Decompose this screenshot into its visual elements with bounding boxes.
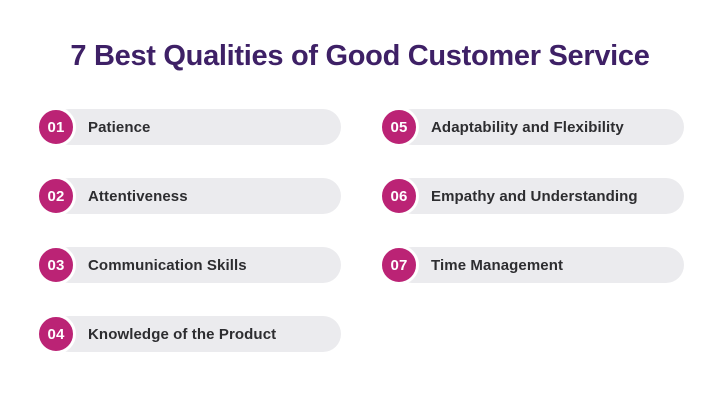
quality-pill: Communication Skills bbox=[51, 247, 341, 283]
quality-pill: Time Management bbox=[394, 247, 684, 283]
list-item: 05 Adaptability and Flexibility bbox=[379, 107, 684, 147]
list-item: 07 Time Management bbox=[379, 245, 684, 285]
quality-pill: Attentiveness bbox=[51, 178, 341, 214]
number-badge: 07 bbox=[379, 245, 419, 285]
list-item: 04 Knowledge of the Product bbox=[36, 314, 341, 354]
page-title: 7 Best Qualities of Good Customer Servic… bbox=[70, 40, 650, 72]
quality-label: Knowledge of the Product bbox=[88, 325, 277, 343]
quality-label: Attentiveness bbox=[88, 187, 188, 205]
qualities-list: 01 Patience 02 Attentiveness 03 Communic… bbox=[0, 107, 720, 354]
badge-number: 05 bbox=[390, 118, 408, 136]
list-item: 01 Patience bbox=[36, 107, 341, 147]
list-item: 02 Attentiveness bbox=[36, 176, 341, 216]
number-badge: 01 bbox=[36, 107, 76, 147]
badge-number: 04 bbox=[47, 325, 65, 343]
badge-number: 07 bbox=[390, 256, 408, 274]
quality-label: Time Management bbox=[431, 256, 564, 274]
quality-label: Adaptability and Flexibility bbox=[431, 118, 624, 136]
quality-pill: Adaptability and Flexibility bbox=[394, 109, 684, 145]
quality-pill: Empathy and Understanding bbox=[394, 178, 684, 214]
quality-label: Communication Skills bbox=[88, 256, 247, 274]
list-item: 03 Communication Skills bbox=[36, 245, 341, 285]
badge-number: 02 bbox=[47, 187, 65, 205]
quality-label: Patience bbox=[88, 118, 151, 136]
badge-number: 01 bbox=[47, 118, 65, 136]
number-badge: 02 bbox=[36, 176, 76, 216]
number-badge: 04 bbox=[36, 314, 76, 354]
list-item: 06 Empathy and Understanding bbox=[379, 176, 684, 216]
badge-number: 03 bbox=[47, 256, 65, 274]
number-badge: 05 bbox=[379, 107, 419, 147]
quality-pill: Knowledge of the Product bbox=[51, 316, 341, 352]
badge-number: 06 bbox=[390, 187, 408, 205]
number-badge: 06 bbox=[379, 176, 419, 216]
number-badge: 03 bbox=[36, 245, 76, 285]
quality-label: Empathy and Understanding bbox=[431, 187, 638, 205]
quality-pill: Patience bbox=[51, 109, 341, 145]
